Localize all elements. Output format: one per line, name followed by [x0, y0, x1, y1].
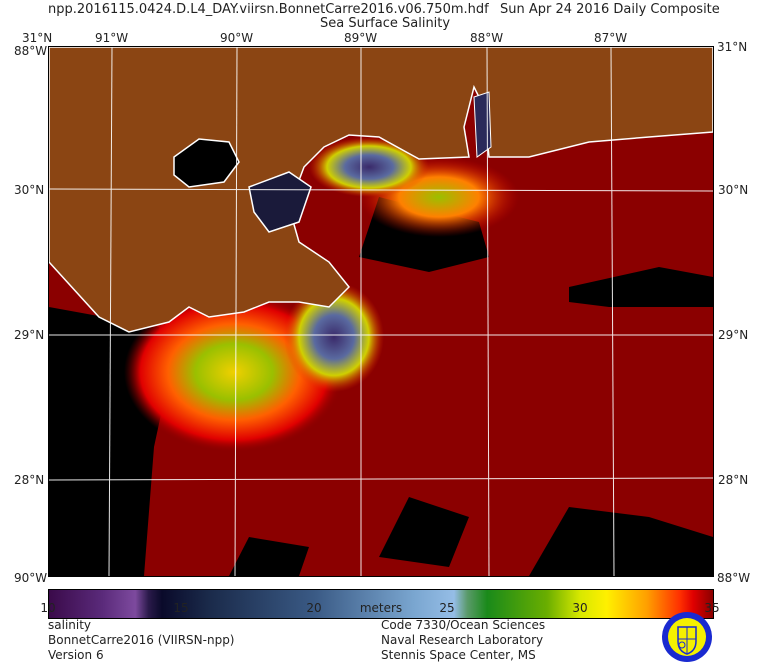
colorbar-tick: 20: [306, 601, 322, 615]
corner-label-left: 88°W: [14, 44, 48, 58]
colorbar-tick: 25: [439, 601, 455, 615]
lat-label-top-left: 31°N: [22, 31, 53, 45]
graticule: [48, 46, 714, 577]
mobile-bay: [473, 91, 492, 158]
lon-label: 91°W: [95, 31, 129, 45]
land: [48, 46, 714, 333]
corner-label-bottom-left: 90°W: [14, 571, 48, 585]
composite-date: Sun Apr 24 2016 Daily Composite: [500, 2, 720, 17]
colorbar-tick: 35: [704, 601, 720, 615]
lake-pontchartrain: [173, 138, 240, 188]
colorbar-tick: 10: [40, 601, 56, 615]
footer-version: Version 6: [48, 648, 104, 662]
colorbar-tick: 15: [173, 601, 189, 615]
footer-variable: salinity: [48, 618, 92, 632]
river-plume-sound: [309, 137, 429, 197]
footer-location: Stennis Space Center, MS: [381, 648, 536, 662]
filename: npp.2016115.0424.D.L4_DAY.viirsn.BonnetC…: [48, 2, 489, 17]
lat-label-left: 30°N: [14, 183, 45, 197]
lon-label: 90°W: [220, 31, 254, 45]
lat-label-right: 29°N: [718, 328, 749, 342]
footer-org: Naval Research Laboratory: [381, 633, 544, 647]
colorbar-tick: 30: [572, 601, 588, 615]
lat-label-right: 30°N: [718, 183, 749, 197]
corner-label-right: 31°N: [717, 40, 748, 54]
colorbar-units: meters: [359, 601, 403, 615]
map-title: Sea Surface Salinity: [320, 16, 451, 31]
lon-label: 88°W: [470, 31, 504, 45]
footer-dataset: BonnetCarre2016 (VIIRSN-npp): [48, 633, 235, 647]
corner-label-bottom-right: 88°W: [717, 571, 751, 585]
lat-label-right: 28°N: [718, 473, 749, 487]
footer-code: Code 7330/Ocean Sciences: [381, 618, 546, 632]
lon-label: 87°W: [594, 31, 628, 45]
lat-label-left: 29°N: [14, 328, 45, 342]
nrl-seal-logo: [662, 612, 712, 662]
salinity-map: [48, 46, 714, 577]
river-plume-delta: [284, 282, 384, 392]
lake-borgne: [248, 171, 312, 233]
lat-label-left: 28°N: [14, 473, 45, 487]
lon-label: 89°W: [344, 31, 378, 45]
salinity-colorbar: [48, 589, 714, 619]
